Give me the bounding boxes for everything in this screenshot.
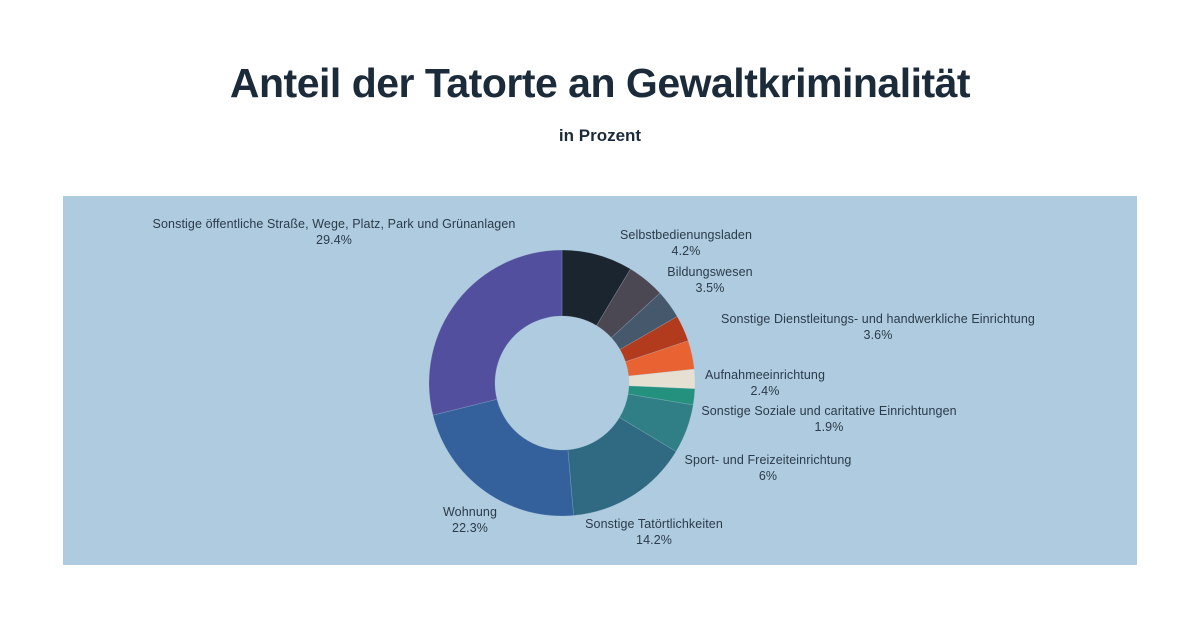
page-title: Anteil der Tatorte an Gewaltkriminalität xyxy=(229,60,971,106)
page-subtitle: in Prozent xyxy=(558,126,642,145)
donut-slice-sonstige-tat-rtlichkeiten xyxy=(567,417,677,516)
donut-slice-wohnung xyxy=(432,398,574,517)
donut-slice-sonstige-ffentliche-stra-e-wege-platz-park-und-gr-nanlagen xyxy=(428,249,563,416)
